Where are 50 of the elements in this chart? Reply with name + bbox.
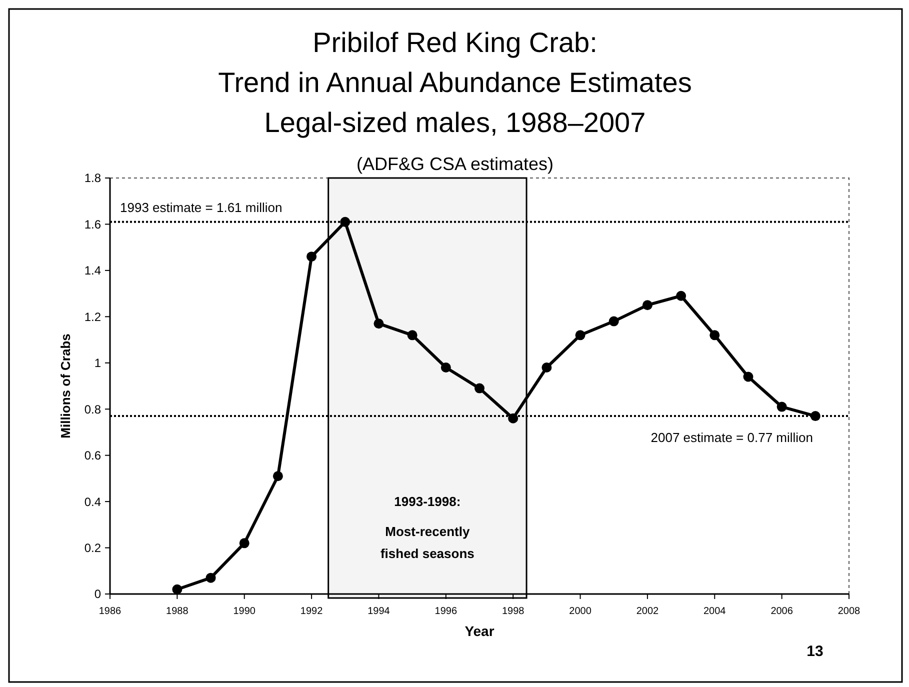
x-tick-label: 1996 <box>434 606 458 617</box>
point <box>474 383 484 394</box>
x-axis-title: Year <box>464 623 495 639</box>
point <box>575 330 586 340</box>
point <box>710 330 720 340</box>
point <box>810 411 820 422</box>
y-tick-label: 0.8 <box>84 402 102 416</box>
x-tick-label: 1998 <box>502 606 525 617</box>
point <box>239 538 250 548</box>
y-tick-label: 1 <box>94 356 102 370</box>
point <box>743 372 754 382</box>
point <box>340 216 350 227</box>
x-tick-label: 1992 <box>300 606 324 617</box>
point <box>306 252 317 262</box>
band-label: 1993-1998: Most-recently fished seasons <box>380 494 474 562</box>
x-tick-label: 2004 <box>704 606 726 617</box>
point <box>374 318 384 329</box>
y-tick-label: 1.4 <box>84 264 102 278</box>
y-tick-label: 0 <box>94 587 102 602</box>
x-tick-label: 1986 <box>98 606 122 617</box>
x-tick-label: 2008 <box>838 606 861 617</box>
x-tick-label: 2002 <box>636 606 660 617</box>
point <box>608 316 619 326</box>
point <box>206 572 216 583</box>
chart-title: Pribilof Red King Crab: Trend in Annual Abundance Estimates Legal-sized males, 1988–2007 <box>218 27 692 138</box>
ref-line-label: 2007 estimate = 0.77 million <box>650 430 813 446</box>
point <box>272 471 283 482</box>
x-tick-label: 2000 <box>569 606 592 617</box>
chart-subtitle: (ADF&G CSA estimates) <box>356 154 554 174</box>
point <box>172 584 182 594</box>
y-tick-label: 1.6 <box>84 217 102 232</box>
y-tick-label: 0.4 <box>84 494 102 509</box>
point <box>407 330 418 340</box>
point <box>676 290 686 301</box>
x-tick-label: 1988 <box>166 606 189 617</box>
y-tick-label: 1.8 <box>84 171 102 186</box>
point <box>542 362 552 373</box>
x-tick-label: 2006 <box>770 606 794 617</box>
y-axis-title: Millions of Crabs <box>58 334 73 438</box>
point <box>508 413 518 424</box>
ref-line-label: 1993 estimate = 1.61 million <box>120 200 282 215</box>
point <box>642 300 652 310</box>
point <box>440 362 451 373</box>
text: 13 <box>806 643 824 660</box>
y-tick-label: 1.2 <box>84 310 102 324</box>
x-tick-label: 1994 <box>368 606 390 617</box>
y-tick-label: 0.2 <box>84 540 102 555</box>
x-tick-label: 1990 <box>233 606 256 617</box>
point <box>776 402 787 412</box>
y-tick-label: 0.6 <box>84 448 102 463</box>
